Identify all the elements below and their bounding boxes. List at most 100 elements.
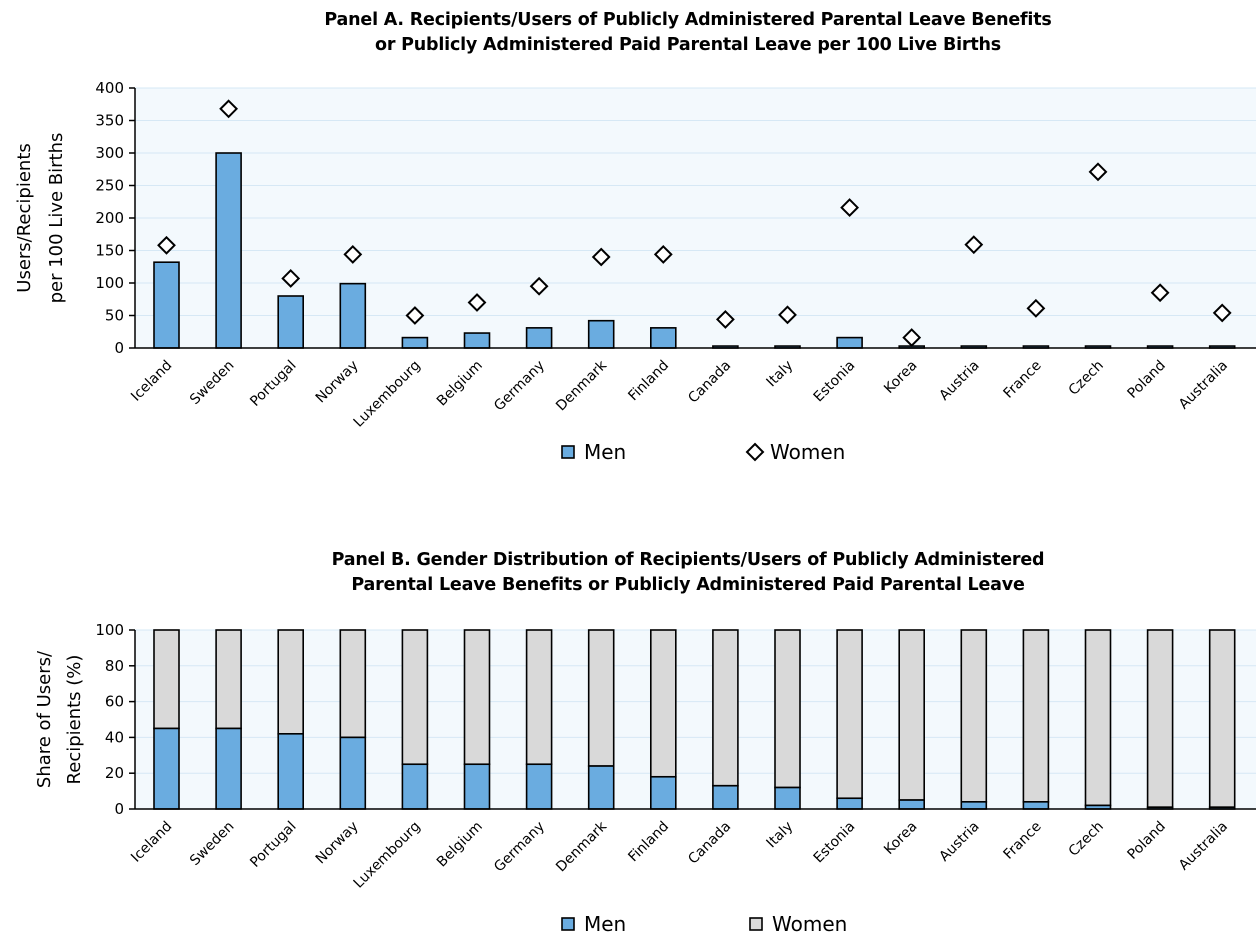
panel-a-point-women [1150, 283, 1170, 303]
panel-b-bar-men [898, 799, 926, 810]
panel-b-x-tick-label: Korea [881, 819, 920, 858]
panel-a-x-tick-label: Finland [625, 358, 672, 405]
panel-b-bar-men [215, 727, 242, 810]
panel-a-chart: 0 50 100 150 200 250 300 350 400 Users/Recipients… [14, 79, 1256, 464]
panel-a-x-tick-label: France [1000, 358, 1044, 402]
panel-a-x-tick-label: Norway [313, 358, 362, 407]
panel-a-bar-men [339, 282, 367, 349]
panel-b-bar-women [1022, 629, 1050, 803]
panel-a-y-tick-label: 250 [95, 177, 124, 195]
panel-a-bar-men [277, 295, 305, 349]
panel-a-x-tick-label: Sweden [187, 358, 237, 408]
panel-a-x-tick-label: Korea [881, 358, 920, 397]
panel-b-x-tick-label: France [1000, 819, 1044, 863]
panel-b-bar-women [960, 629, 988, 803]
panel-a-y-tick-label: 400 [95, 79, 124, 97]
panel-b-plot-area [135, 630, 1256, 809]
panel-a-point-women [405, 306, 425, 325]
panel-b-bar-men [649, 775, 677, 810]
panel-a-point-women [529, 276, 549, 296]
panel-a-point-women [591, 247, 611, 267]
panel-b-legend-label-women: Women [772, 912, 847, 936]
panel-a-y-tick-label: 350 [95, 112, 124, 130]
panel-b-x-tick-label: Germany [491, 819, 548, 876]
panel-a-y-tick-label: 50 [105, 307, 124, 325]
panel-a-x-tick-label: Iceland [128, 358, 175, 405]
panel-b-x-tick-label: Norway [313, 819, 362, 868]
panel-a-point-women [219, 99, 239, 119]
panel-b-bar-women [774, 629, 801, 789]
panel-a-point-women [1212, 303, 1232, 323]
panel-a-bar-men [649, 327, 677, 349]
panel-b-y-tick-label: 60 [105, 693, 124, 711]
panel-b-bar-women [463, 629, 491, 766]
panel-a-title: Panel A. Recipients/Users of Publicly Ad… [0, 8, 1256, 58]
panel-a-title-line-1: Panel A. Recipients/Users of Publicly Ad… [324, 10, 1052, 30]
panel-b-x-tick-label: Belgium [434, 819, 486, 871]
panel-b-title: Panel B. Gender Distribution of Recipien… [0, 548, 1256, 598]
panel-b-x-tick-label: Canada [685, 819, 734, 868]
panel-a-y-tick-label: 200 [95, 209, 124, 227]
panel-a-point-women [157, 235, 176, 255]
panel-b-bar-women [649, 629, 677, 778]
panel-b-title-line-1: Panel B. Gender Distribution of Recipien… [331, 550, 1045, 570]
panel-a-bar-men [215, 152, 242, 349]
panel-b-y-axis-label: Share of Users/ [34, 650, 55, 788]
panel-a-point-women [281, 269, 301, 288]
panel-a-y-tick-label: 300 [95, 144, 124, 162]
panel-a-x-tick-label: Belgium [434, 358, 486, 410]
panel-b-x-tick-label: Italy [764, 819, 797, 852]
panel-a-x-tick-label: Poland [1125, 358, 1169, 402]
panel-a-point-women [964, 235, 984, 255]
panel-a-bar-men [587, 319, 615, 349]
panel-b-y-axis-label: Recipients (%) [64, 655, 85, 785]
panel-b-bar-women [339, 629, 367, 739]
panel-b-bar-men [153, 727, 180, 810]
panel-a-x-tick-label: Czech [1066, 358, 1107, 399]
panel-a-point-women [715, 309, 735, 329]
panel-a-bar-men [836, 336, 863, 349]
panel-a-bar-men [153, 261, 180, 349]
panel-a-point-women [778, 305, 797, 325]
panel-a-x-tick-label: Portugal [247, 358, 299, 410]
panel-b-bar-men [1022, 801, 1050, 810]
panel-a-x-tick-label: Austria [936, 358, 982, 404]
panel-b-bar-women [587, 629, 615, 767]
panel-a-point-women [1088, 162, 1108, 182]
panel-a-y-tick-label: 100 [95, 274, 124, 292]
panel-a-x-tick-label: Denmark [553, 357, 610, 414]
panel-b-y-tick-label: 80 [105, 657, 124, 675]
panel-b-bar-men [960, 801, 988, 810]
panel-a-y-tick-label: 0 [114, 339, 124, 357]
panel-a-point-women [343, 244, 363, 264]
panel-a-x-tick-label: Germany [491, 358, 548, 415]
panel-a-x-tick-label: Italy [764, 358, 797, 391]
panel-b-bar-women [525, 629, 553, 766]
panel-b-bar-women [712, 629, 739, 787]
panel-b-bar-men [836, 797, 863, 810]
panel-b-chart: 0 20 40 60 80 100 Share of Users/Recipients (%… [34, 621, 1256, 936]
panel-b-legend-label-men: Men [584, 912, 626, 936]
panel-b-x-tick-label: Denmark [553, 818, 610, 875]
panel-b-bar-women [1208, 629, 1236, 809]
panel-b-bar-women [898, 629, 926, 801]
panel-b-legend-swatch-men [561, 917, 575, 931]
panel-a-point-women [840, 198, 860, 218]
panel-a-x-tick-label: Estonia [811, 358, 859, 406]
panel-a-x-tick-label: Canada [685, 358, 734, 407]
panel-b-x-tick-label: Poland [1125, 819, 1169, 863]
panel-b-legend: Men Women [561, 912, 847, 936]
panel-b-y-tick-label: 100 [95, 621, 124, 639]
panel-a-point-women [902, 328, 922, 348]
panel-a-y-tick-label: 150 [95, 242, 124, 260]
panel-b-bar-men [525, 763, 553, 810]
panel-b-y-tick-label: 40 [105, 728, 124, 746]
panel-a-x-tick-label: Australia [1176, 358, 1231, 413]
panel-b-x-tick-label: Czech [1066, 819, 1107, 860]
panel-b-bar-men [463, 763, 491, 810]
panel-b-y-tick-label: 20 [105, 764, 124, 782]
panel-b-x-tick-label: Estonia [811, 819, 859, 867]
panel-b-bar-men [401, 763, 429, 810]
panel-a-x-tick-label: Luxembourg [351, 358, 424, 431]
panel-b-bar-women [1084, 629, 1112, 807]
